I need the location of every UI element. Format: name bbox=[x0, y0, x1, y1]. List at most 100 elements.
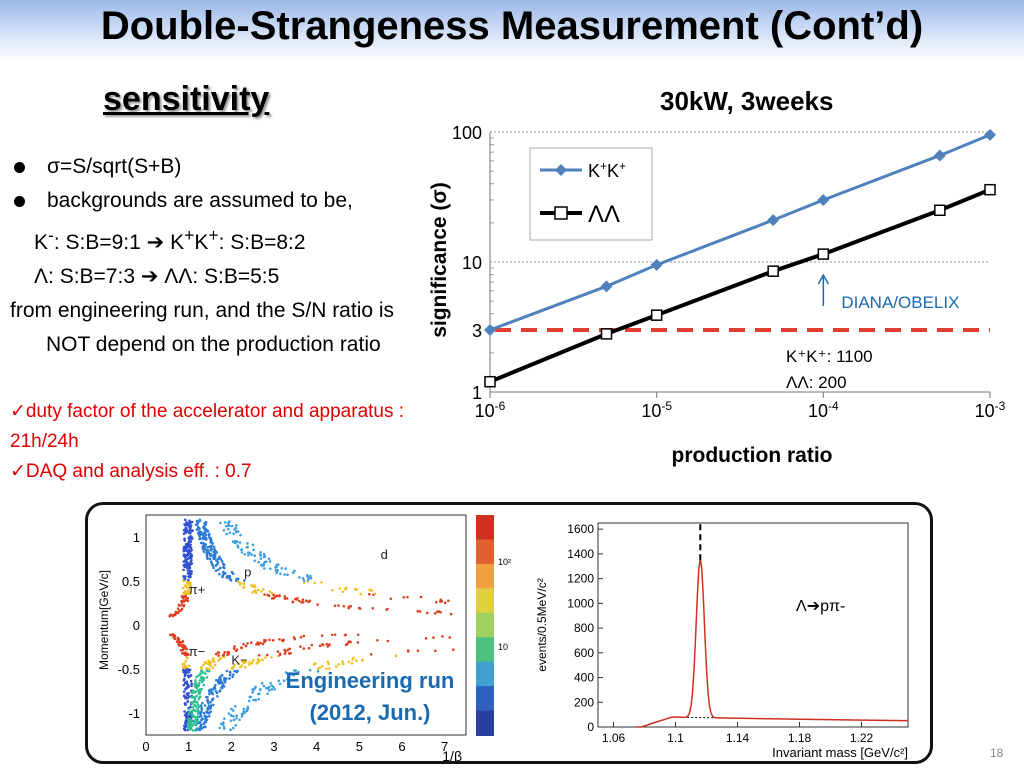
heatmap-dot bbox=[190, 554, 194, 558]
kk-data-point bbox=[933, 149, 946, 162]
heatmap-dot bbox=[195, 686, 198, 689]
heatmap-dot bbox=[355, 659, 358, 662]
heatmap-dot bbox=[208, 557, 212, 561]
heatmap-dot bbox=[341, 662, 345, 666]
heatmap-dot bbox=[313, 581, 317, 585]
heatmap-dot bbox=[197, 532, 201, 536]
heatmap-dot bbox=[341, 660, 344, 663]
note-item: ✓DAQ and analysis eff. : 0.7 bbox=[10, 461, 252, 482]
heatmap-dot bbox=[183, 677, 186, 681]
heatmap-dot bbox=[276, 650, 280, 653]
heatmap-dot bbox=[254, 685, 257, 689]
bullet-item: backgrounds are assumed to be, bbox=[10, 184, 430, 218]
heatmap-dot bbox=[278, 638, 281, 641]
heatmap-dot bbox=[207, 669, 211, 673]
heatmap-dot bbox=[283, 573, 286, 576]
heatmap-dot bbox=[262, 552, 266, 556]
heatmap-dot bbox=[359, 592, 362, 596]
heatmap-dot bbox=[320, 580, 323, 584]
heat-y-tick: -0.5 bbox=[118, 662, 140, 677]
heatmap-dot bbox=[342, 604, 346, 608]
kk-data-point bbox=[484, 323, 496, 336]
heatmap-dot bbox=[273, 687, 277, 691]
heatmap-dot bbox=[225, 532, 229, 536]
significance-chart: 1 3 10 100 10-6 10-5 10-4 10-3 K+K+ ΛΛ DIANA/OBELI… bbox=[428, 123, 1006, 467]
heatmap-dot bbox=[223, 650, 226, 654]
heatmap-dot bbox=[256, 588, 260, 592]
heatmap-dot bbox=[169, 633, 172, 637]
heatmap-dot bbox=[228, 520, 231, 523]
heatmap-dot bbox=[198, 695, 202, 699]
mass-x-tick: 1.1 bbox=[667, 731, 684, 745]
heatmap-dot bbox=[175, 640, 179, 644]
heatmap-dot bbox=[189, 524, 193, 527]
heatmap-dot bbox=[190, 537, 193, 541]
heat-y-tick: -1 bbox=[128, 706, 140, 721]
heatmap-dot bbox=[210, 544, 213, 548]
heatmap-dot bbox=[443, 601, 447, 605]
colorbar-tick: 10 bbox=[498, 642, 508, 652]
heatmap-dot bbox=[266, 686, 270, 690]
heatmap-dot bbox=[184, 595, 187, 599]
heatmap-dot bbox=[186, 674, 190, 677]
heatmap-dot bbox=[196, 707, 199, 711]
heatmap-dot bbox=[197, 705, 201, 709]
heatmap-dot bbox=[406, 650, 410, 653]
heatmap-dot bbox=[200, 710, 203, 714]
heatmap-dot bbox=[241, 712, 245, 716]
heatmap-dot bbox=[186, 578, 190, 582]
heat-x-title: 1/β bbox=[442, 748, 462, 761]
heatmap-dot bbox=[250, 661, 254, 665]
heatmap-dot bbox=[292, 679, 295, 682]
mass-x-tick: 1.22 bbox=[850, 731, 874, 745]
heatmap-dot bbox=[199, 669, 203, 673]
heatmap-dot bbox=[236, 580, 240, 584]
heat-x-tick: 3 bbox=[270, 739, 277, 754]
heatmap-dot bbox=[195, 694, 199, 698]
heatmap-dot bbox=[211, 698, 214, 701]
heatmap-dot bbox=[191, 529, 194, 532]
y-tick-label: 3 bbox=[472, 321, 482, 341]
heatmap-dot bbox=[185, 655, 189, 659]
heatmap-dot bbox=[257, 560, 260, 564]
ll-data-point bbox=[600, 328, 613, 340]
heatmap-dot bbox=[216, 560, 220, 564]
heatmap-dot bbox=[274, 566, 277, 569]
heatmap-dot bbox=[248, 663, 251, 666]
heatmap-dot bbox=[261, 658, 264, 662]
heatmap-dot bbox=[199, 672, 202, 675]
heatmap-dot bbox=[185, 546, 189, 549]
heatmap-dot bbox=[299, 645, 302, 648]
heatmap-dot bbox=[262, 638, 266, 642]
heatmap-dot bbox=[184, 527, 188, 530]
heatmap-dot bbox=[190, 684, 193, 688]
heatmap-dot bbox=[240, 646, 243, 650]
heatmap-dot bbox=[183, 590, 187, 593]
heatmap-dot bbox=[182, 560, 186, 563]
heat-y-tick: 1 bbox=[133, 530, 140, 545]
heatmap-dot bbox=[262, 563, 266, 567]
heatmap-dot bbox=[183, 713, 187, 717]
heatmap-dot bbox=[249, 695, 253, 699]
heatmap-dot bbox=[325, 642, 329, 646]
heatmap-dot bbox=[253, 554, 256, 558]
heatmap-dot bbox=[185, 562, 189, 566]
heatmap-dot bbox=[344, 633, 348, 637]
heatmap-dot bbox=[235, 648, 239, 652]
heatmap-dot bbox=[200, 725, 203, 729]
heatmap-dot bbox=[190, 723, 194, 727]
heatmap-dot bbox=[197, 721, 201, 725]
heatmap-dot bbox=[252, 548, 255, 552]
heatmap-dot bbox=[258, 659, 262, 663]
heatmap-dot bbox=[406, 595, 409, 599]
heatmap-dot bbox=[309, 576, 313, 580]
bullet-text: : S:B=8:2 bbox=[218, 231, 306, 254]
heatmap-dot bbox=[285, 597, 289, 600]
heatmap-dot bbox=[425, 611, 429, 615]
heatmap-dot bbox=[185, 680, 189, 683]
heatmap-dot bbox=[333, 633, 337, 637]
heatmap-dot bbox=[187, 588, 191, 591]
heatmap-dot bbox=[347, 606, 351, 610]
kk-data-point bbox=[600, 280, 613, 293]
mass-signal-fit bbox=[636, 557, 909, 728]
